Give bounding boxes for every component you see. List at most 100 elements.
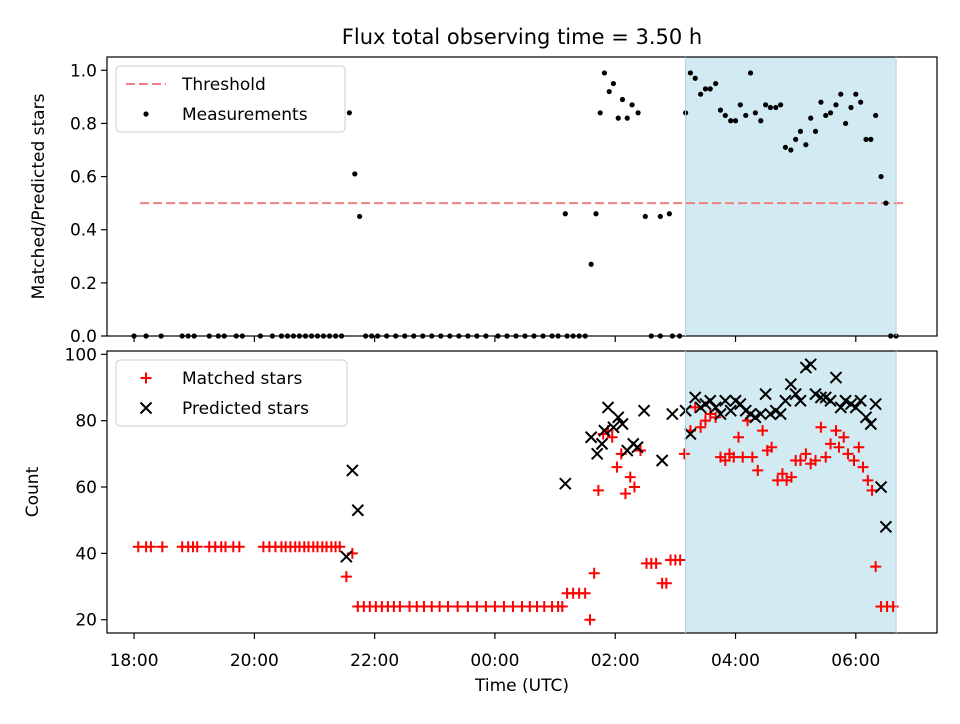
matched-stars-point: [650, 557, 662, 569]
predicted-stars-point: [789, 387, 802, 401]
measurements-point: [778, 102, 784, 108]
x-tick-label: 02:00: [591, 651, 640, 671]
measurements-point: [812, 128, 819, 134]
measurements-point: [629, 102, 635, 108]
ratio-panel-frame: [106, 56, 938, 337]
count-panel-ytick-label: 100: [65, 345, 97, 365]
legend-matched-stars-swatch: [140, 372, 152, 384]
ratio-panel-shaded-interval: [685, 57, 897, 336]
predicted-stars-point: [754, 407, 767, 421]
measurements-point: [713, 80, 719, 87]
measurements-point: [743, 112, 749, 119]
matched-stars-point: [145, 541, 157, 553]
matched-stars-point: [334, 541, 346, 553]
predicted-stars-point: [814, 391, 828, 404]
measurements-point: [833, 102, 839, 108]
ratio-panel-ytick-label: 0.4: [70, 221, 97, 241]
measurements-point: [848, 104, 854, 111]
matched-stars-point: [853, 441, 865, 453]
predicted-stars-point: [631, 441, 644, 454]
predicted-stars-point: [351, 504, 365, 517]
matched-stars-point: [191, 541, 203, 553]
legend-measurements-label: Measurements: [182, 105, 308, 125]
matched-stars-point: [870, 561, 882, 573]
matched-stars-point: [862, 474, 874, 486]
matched-stars-point: [442, 600, 454, 612]
measurements-point: [838, 91, 844, 97]
measurements-point: [615, 115, 621, 121]
count-panel-shaded-interval: [685, 351, 897, 633]
measurements-point: [352, 171, 358, 177]
measurements-point: [562, 211, 568, 217]
matched-stars-point: [848, 454, 860, 466]
count-panel-legend: Matched stars Predicted stars: [115, 359, 348, 427]
measurements-point: [808, 115, 814, 121]
predicted-stars-point: [598, 424, 611, 437]
predicted-stars-point: [824, 394, 837, 407]
measurements-point: [732, 118, 739, 124]
predicted-stars-point: [724, 404, 737, 417]
measurements-point: [722, 112, 728, 119]
predicted-stars-point: [684, 427, 697, 441]
predicted-stars-point: [689, 391, 702, 404]
matched-stars-point: [689, 401, 701, 413]
count-panel-ytick-label: 20: [75, 611, 97, 631]
x-tick-label: 20:00: [230, 651, 279, 671]
measurements-point: [707, 86, 713, 92]
matched-stars-point: [710, 411, 722, 423]
matched-stars-point: [592, 484, 604, 496]
measurements-point: [593, 211, 599, 217]
measurements-point: [601, 70, 607, 76]
predicted-stars-point: [595, 437, 609, 451]
predicted-stars-point: [714, 407, 727, 421]
measurements-point: [873, 112, 879, 119]
measurements-point: [692, 75, 698, 81]
matched-stars-point: [699, 415, 711, 427]
ratio-panel-ytick-label: 0.0: [70, 327, 97, 347]
measurements-point: [666, 211, 672, 217]
legend-matched-stars-label: Matched stars: [182, 369, 302, 389]
count-panel-legend-box: [115, 359, 348, 427]
measurements-point: [853, 91, 859, 97]
chart-title: Flux total observing time = 3.50 h: [342, 25, 702, 49]
predicted-stars-point: [584, 431, 598, 444]
predicted-stars-point: [601, 401, 615, 414]
matched-stars-point: [815, 421, 827, 433]
measurements-point: [717, 107, 724, 113]
measurements-point: [642, 213, 648, 220]
count-panel-ytick-label: 80: [75, 412, 97, 432]
ratio-panel-ytick-label: 1.0: [70, 61, 97, 81]
ratio-panel-ylabel: Matched/Predicted stars: [29, 93, 49, 299]
legend-predicted-stars-label: Predicted stars: [182, 399, 309, 419]
x-axis-ticks: 18:00 20:00 22:00 00:00 02:00 04:00 06:00: [110, 651, 881, 671]
matched-stars-point: [619, 488, 631, 500]
predicted-stars-point: [869, 397, 882, 411]
count-panel-ytick-label: 40: [75, 544, 97, 564]
matched-stars-point: [766, 441, 778, 453]
measurements-point: [858, 99, 864, 105]
matched-stars-point: [156, 541, 168, 553]
x-tick-label: 00:00: [470, 651, 519, 671]
measurements-point: [752, 110, 758, 116]
matched-stars-point: [866, 484, 878, 496]
matched-stars-point: [838, 431, 850, 443]
matched-stars-point: [746, 451, 758, 463]
predicted-stars-point: [859, 411, 873, 424]
predicted-stars-point: [804, 358, 817, 371]
matched-stars-point: [752, 464, 764, 476]
matched-stars-point: [628, 481, 640, 493]
measurements-point: [868, 136, 874, 142]
predicted-stars-point: [849, 401, 863, 414]
measurements-point: [610, 80, 617, 87]
matched-stars-point: [820, 451, 832, 463]
matched-stars-point: [842, 448, 854, 460]
measurements-point: [818, 99, 824, 105]
count-panel-ticks: 20 40 60 80 100: [65, 345, 857, 639]
predicted-stars-point: [590, 447, 604, 461]
predicted-stars-point: [607, 421, 620, 434]
matched-stars-point: [624, 471, 636, 483]
predicted-stars-point: [340, 550, 353, 563]
legend-measurements-swatch: [143, 111, 149, 117]
predicted-stars-point: [709, 401, 722, 414]
measurements-point: [842, 120, 849, 127]
